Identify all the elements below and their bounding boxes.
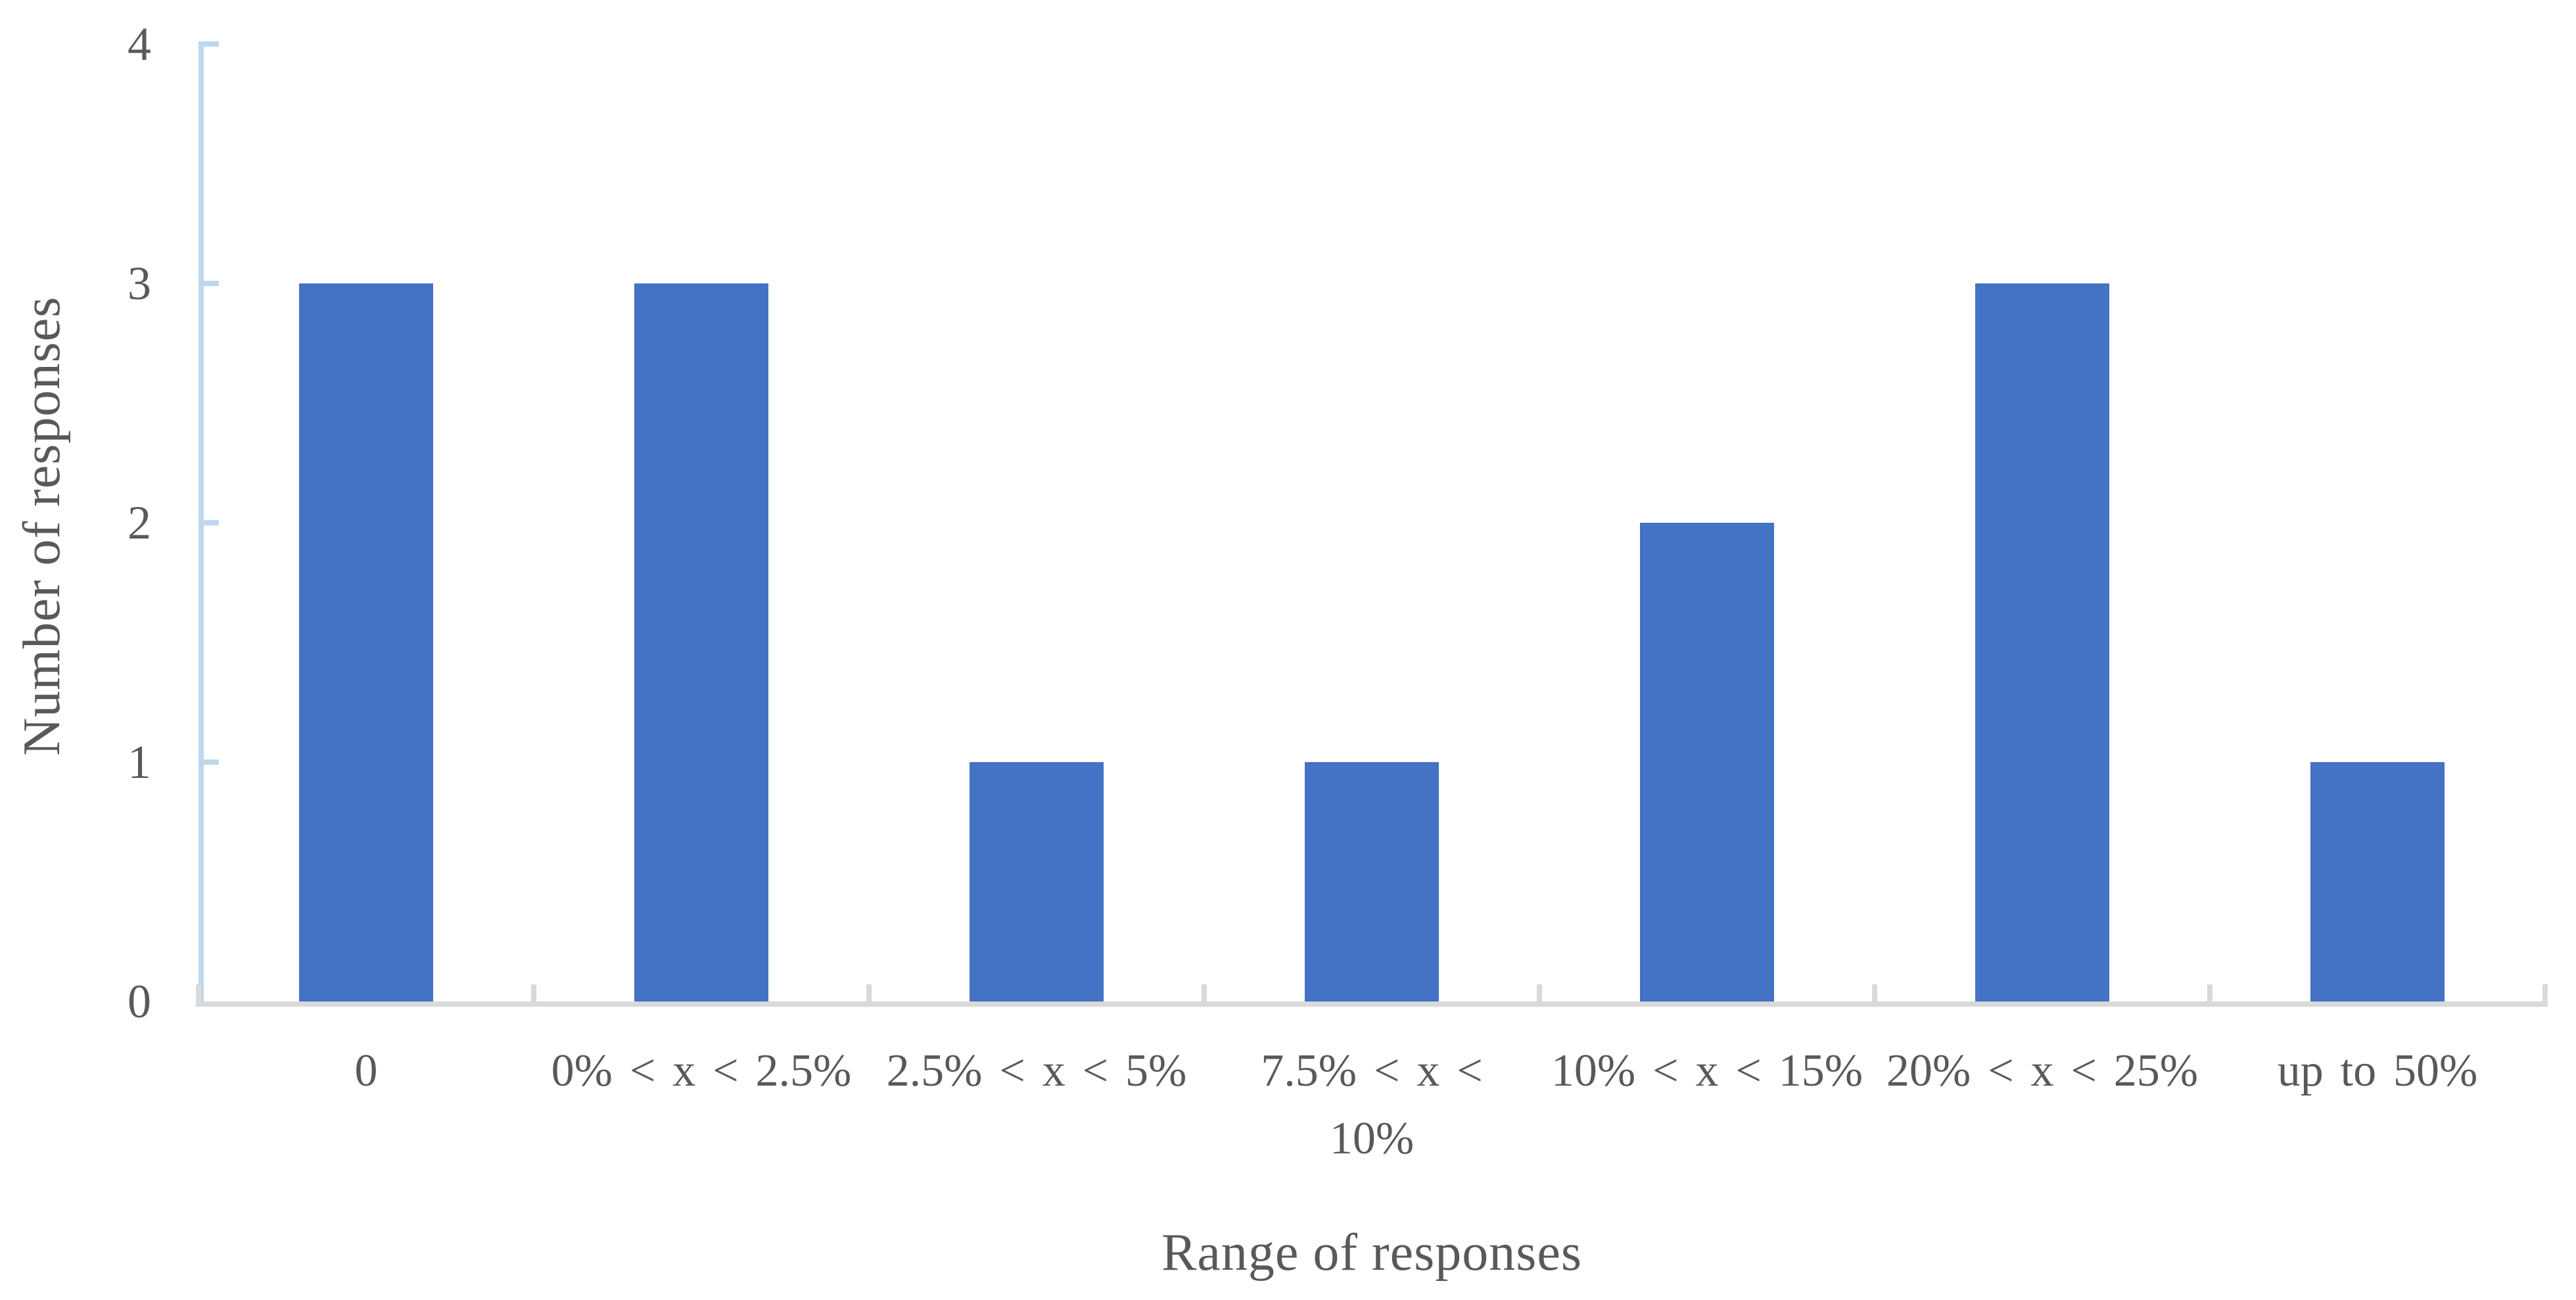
x-tick-mark [866, 984, 872, 1001]
x-axis-line [196, 1001, 2548, 1007]
x-category-label: 20% < x < 25% [1845, 1037, 2239, 1105]
y-tick-mark [199, 41, 219, 47]
x-category-label-line: up to 50% [2277, 1046, 2478, 1096]
y-tick-mark [199, 759, 219, 765]
y-axis-title: Number of responses [13, 296, 71, 756]
x-tick-mark [531, 984, 536, 1001]
x-category-label: 0% < x < 2.5% [504, 1037, 899, 1105]
y-tick-label: 4 [128, 18, 151, 70]
x-category-label: 0 [169, 1037, 563, 1105]
x-tick-mark [2207, 984, 2213, 1001]
x-category-label-line: 7.5% < x < [1261, 1046, 1483, 1096]
x-category-label-line: 0% < x < 2.5% [551, 1046, 852, 1096]
x-tick-mark [196, 984, 201, 1001]
x-category-label-line: 2.5% < x < 5% [886, 1046, 1187, 1096]
y-tick-label: 2 [128, 496, 151, 549]
x-tick-mark [1537, 984, 1542, 1001]
x-category-label-line: 0 [354, 1046, 378, 1096]
x-category-label: 10% < x < 15% [1510, 1037, 1904, 1105]
bar [634, 283, 768, 1001]
x-tick-mark [1872, 984, 1877, 1001]
x-category-label: 2.5% < x < 5% [839, 1037, 1234, 1105]
bar [299, 283, 433, 1001]
x-tick-mark [2542, 984, 2548, 1001]
y-tick-label: 0 [128, 975, 151, 1028]
x-category-label-line: 20% < x < 25% [1886, 1046, 2199, 1096]
bar [1305, 762, 1439, 1001]
x-axis-title: Range of responses [1161, 1224, 1583, 1282]
y-tick-mark [199, 520, 219, 525]
bar [2310, 762, 2445, 1001]
x-category-label: 7.5% < x < 10% [1175, 1037, 1569, 1172]
x-category-label-line: 10% < x < 15% [1551, 1046, 1863, 1096]
x-category-label: up to 50% [2180, 1037, 2575, 1105]
x-tick-mark [1202, 984, 1207, 1001]
bar [1640, 523, 1774, 1001]
bar [970, 762, 1104, 1001]
y-tick-label: 3 [128, 257, 151, 310]
bar [1975, 283, 2109, 1001]
x-category-label-line: 10% [1329, 1113, 1415, 1164]
y-tick-label: 1 [128, 736, 151, 788]
y-tick-mark [199, 281, 219, 286]
